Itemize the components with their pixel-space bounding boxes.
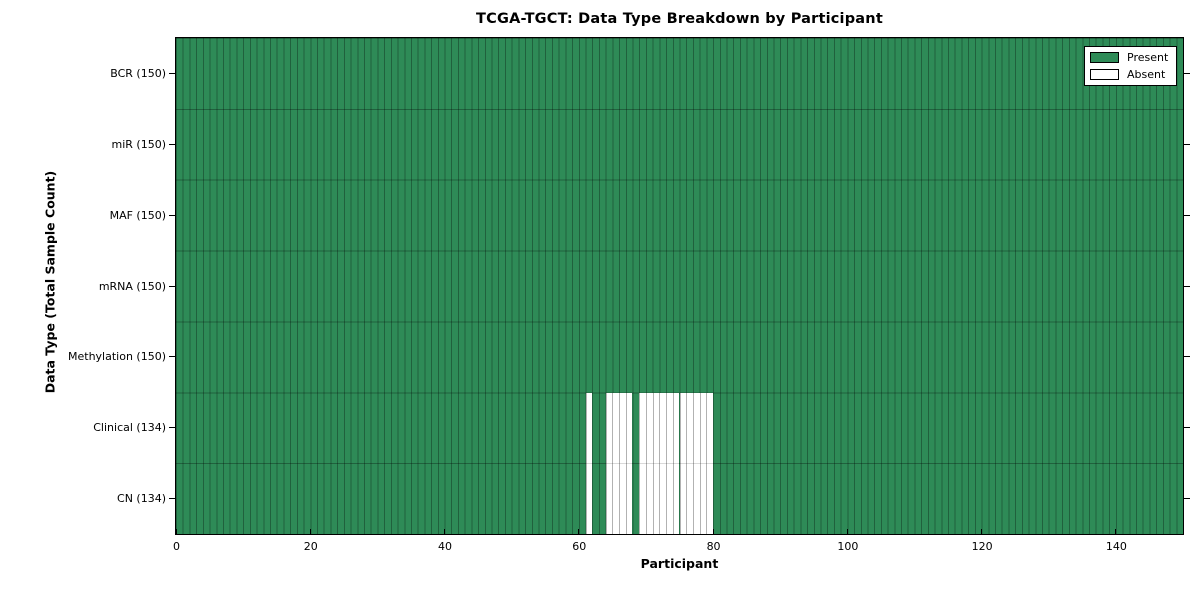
absent-cell [645, 393, 653, 464]
y-tick-label: CN (134) [117, 492, 166, 506]
absent-cell [692, 393, 700, 464]
absent-cell [639, 463, 646, 534]
absent-cell [672, 393, 680, 464]
absent-cell [652, 463, 660, 534]
absent-cell [699, 463, 707, 534]
absent-cell [585, 463, 593, 534]
y-tick-mark-right [1184, 143, 1190, 145]
absent-cell [692, 463, 700, 534]
legend-entry-present: Present [1090, 52, 1168, 63]
y-tick-mark [169, 427, 175, 429]
y-tick-mark [169, 214, 175, 216]
legend-swatch-present [1090, 52, 1119, 63]
legend-entry-absent: Absent [1090, 69, 1168, 80]
y-tick-mark [169, 356, 175, 358]
y-tick-mark-right [1184, 214, 1190, 216]
absent-cell [666, 463, 673, 534]
absent-cell [686, 463, 693, 534]
y-tick-mark [169, 72, 175, 74]
x-tick-mark [309, 529, 311, 534]
x-tick-label: 40 [438, 540, 453, 553]
heatmap-plot-area: Present Absent [175, 37, 1184, 535]
absent-cell [652, 393, 660, 464]
x-tick-mark [444, 529, 446, 534]
absent-cell [645, 463, 653, 534]
y-tick-mark [169, 285, 175, 287]
absent-cell [706, 393, 714, 464]
absent-cell [639, 393, 646, 464]
absent-cell [659, 393, 667, 464]
x-tick-mark [176, 529, 177, 534]
y-tick-mark [169, 498, 175, 500]
absent-cell [585, 393, 593, 464]
absent-cell [605, 463, 613, 534]
absent-cell [612, 393, 620, 464]
x-tick-mark [846, 529, 848, 534]
absent-cell [625, 463, 633, 534]
absent-cell [612, 463, 620, 534]
y-tick-label: BCR (150) [110, 66, 166, 80]
x-axis-label: Participant [640, 556, 719, 571]
x-tick-label: 80 [706, 540, 721, 553]
absent-cell [659, 463, 667, 534]
x-tick-label: 60 [572, 540, 587, 553]
x-tick-label: 120 [971, 540, 993, 553]
chart-title: TCGA-TGCT: Data Type Breakdown by Partic… [476, 11, 883, 27]
x-tick-label: 100 [837, 540, 859, 553]
legend-label: Present [1127, 51, 1169, 64]
y-tick-label: MAF (150) [109, 208, 166, 222]
y-tick-label: miR (150) [111, 137, 167, 151]
y-tick-mark-right [1184, 498, 1190, 500]
y-tick-label: Clinical (134) [93, 421, 166, 435]
x-tick-mark [712, 529, 714, 534]
x-tick-label: 20 [303, 540, 318, 553]
absent-cell [672, 463, 680, 534]
absent-cell [619, 393, 626, 464]
absent-cell [605, 393, 613, 464]
legend-label: Absent [1127, 68, 1166, 81]
x-tick-label: 0 [173, 540, 180, 553]
x-tick-label: 140 [1105, 540, 1127, 553]
absent-cell [686, 393, 693, 464]
y-tick-mark-right [1184, 356, 1190, 358]
absent-cell [706, 463, 714, 534]
absent-cell [679, 463, 687, 534]
y-tick-label: Methylation (150) [68, 350, 166, 364]
x-tick-mark [981, 529, 983, 534]
legend: Present Absent [1084, 46, 1178, 86]
absent-cell [679, 393, 687, 464]
absent-cell [666, 393, 673, 464]
absent-cell [625, 393, 633, 464]
x-tick-mark [578, 529, 580, 534]
legend-swatch-absent [1090, 69, 1119, 80]
x-tick-mark [1115, 529, 1117, 534]
y-tick-mark [169, 143, 175, 145]
y-tick-mark-right [1184, 285, 1190, 287]
y-tick-mark-right [1184, 72, 1190, 74]
y-tick-label: mRNA (150) [98, 279, 166, 293]
absent-cell [699, 393, 707, 464]
absent-cell [619, 463, 626, 534]
y-tick-mark-right [1184, 427, 1190, 429]
